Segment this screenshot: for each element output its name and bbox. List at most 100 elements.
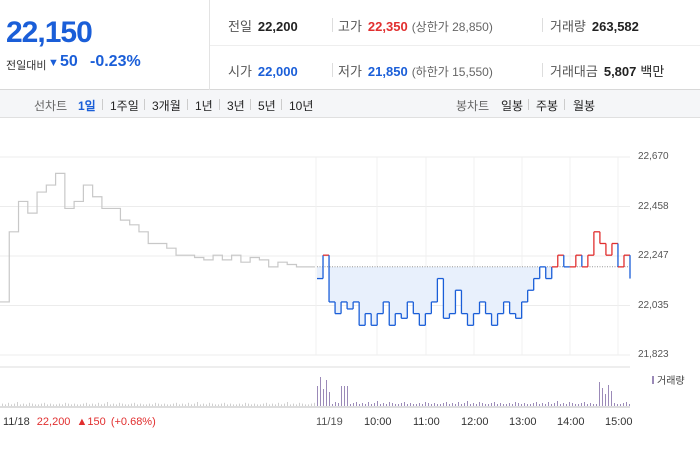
volume-bar [149,403,150,406]
volume-bar [128,404,129,406]
down-triangle-icon: ▼ [48,57,59,69]
volume-bar [290,404,291,406]
tab-3m[interactable]: 3개월 [152,99,181,113]
volume-bar [479,402,480,406]
volume-bar [593,404,594,406]
volume-bar [383,403,384,406]
volume-bar [47,404,48,406]
volume-bar [380,404,381,406]
volume-bar [539,404,540,406]
volume-bar [155,402,156,406]
volume-bar [215,404,216,406]
volume-bar [428,403,429,406]
volume-bar [407,404,408,406]
tab-1d[interactable]: 1일 [78,99,96,113]
volume-bar [338,403,339,406]
tab-10y[interactable]: 10년 [289,99,314,113]
volume-bar [422,404,423,406]
volume-bar [62,404,63,406]
volume-bar [107,402,108,406]
volume-bar [158,403,159,406]
volume-bar [353,403,354,406]
volume-bar [419,403,420,406]
volume-bar [77,404,78,406]
volume-bar [221,403,222,406]
x-tick-label: 13:00 [509,416,537,428]
volume-bar [590,403,591,406]
volume-bar [152,404,153,406]
current-price: 22,150 [6,16,93,49]
volume-bar [248,403,249,406]
volume-bar [164,403,165,406]
tab-1y[interactable]: 1년 [195,99,213,113]
volume-bar [266,402,267,406]
tab-monthly[interactable]: 월봉 [573,99,596,113]
tab-daily[interactable]: 일봉 [501,99,524,113]
volume-bar [332,404,333,406]
volume-bar [308,404,309,406]
volume-bar [26,404,27,406]
volume-bar [386,404,387,406]
x-tick-label: 11/19 [316,416,343,428]
volume-bar [161,404,162,406]
tab-3y[interactable]: 3년 [227,99,245,113]
volume-bar [11,404,12,406]
volume-bar [401,403,402,406]
volume-bar [575,404,576,406]
volume-bar [95,404,96,406]
tab-5y[interactable]: 5년 [258,99,276,113]
volume-bar [437,404,438,406]
tab-weekly[interactable]: 주봉 [536,99,559,113]
volume-bar [362,403,363,406]
x-tick-label: 11:00 [413,416,440,428]
volume-bar [620,404,621,406]
volume-bar [431,404,432,406]
stat-volume: 거래량 263,582 [550,19,639,34]
volume-legend: 거래량 [652,372,685,387]
volume-bar [440,404,441,406]
volume-bar [5,404,6,406]
volume-bar [176,402,177,406]
volume-bar [587,404,588,406]
volume-bar [509,403,510,406]
volume-bar [521,404,522,406]
volume-bar [170,404,171,406]
volume-bar [218,404,219,406]
stat-high: 고가 22,350 (상한가 28,850) [338,19,493,34]
prev-day-summary: 11/18 22,200 ▲150 (+0.68%) [3,416,156,428]
price-change-rate: -0.23% [90,53,141,70]
volume-bar [86,402,87,406]
volume-bar [614,403,615,406]
volume-bar [443,403,444,406]
volume-bar [41,403,42,406]
volume-bar [113,403,114,406]
volume-bar [581,403,582,406]
volume-bar [368,402,369,406]
volume-bar [203,403,204,406]
volume-bar [626,402,627,406]
volume-bar [257,404,258,406]
volume-bar [512,404,513,406]
volume-bar [605,394,606,406]
volume-bar [455,404,456,406]
volume-bar [302,403,303,406]
volume-bar [389,402,390,406]
volume-bar [284,403,285,406]
volume-bar [260,404,261,406]
volume-bar [89,404,90,406]
volume-bar [542,403,543,406]
volume-bar [239,403,240,406]
volume-bar [287,402,288,406]
volume-bar [317,386,318,406]
volume-bar [488,404,489,406]
volume-bar [461,404,462,406]
volume-bar [131,403,132,406]
volume-bar [125,404,126,406]
volume-bar [227,404,228,406]
volume-bar [251,404,252,406]
volume-bar [116,404,117,406]
candle-chart-label: 봉차트 [456,99,490,113]
volume-bar [617,404,618,406]
tab-1w[interactable]: 1주일 [110,99,139,113]
